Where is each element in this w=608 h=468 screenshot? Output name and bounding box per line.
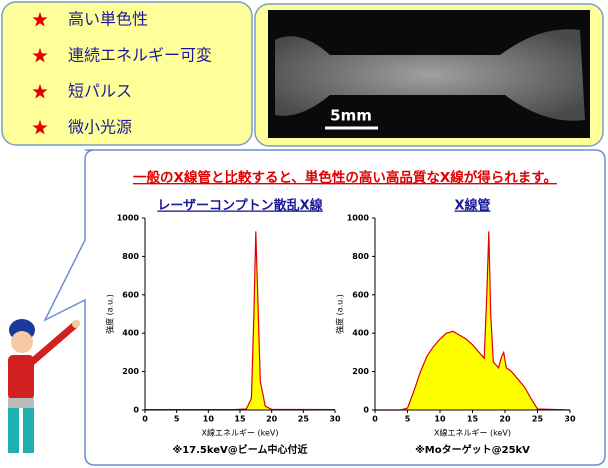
chart-title: レーザーコンプトン散乱X線 [157, 198, 323, 214]
y-tick-label: 0 [133, 406, 139, 415]
x-tick-label: 5 [174, 415, 180, 424]
x-tick-label: 10 [203, 415, 215, 424]
x-tick-label: 15 [234, 415, 246, 424]
y-tick-label: 600 [122, 290, 139, 299]
y-axis-label: 強度 (a.u.) [105, 294, 115, 334]
headline: 一般のX線管と比較すると、単色性の高い高品質なX線が得られます。 [133, 169, 557, 186]
scale-label: 5mm [330, 107, 372, 125]
y-tick-label: 600 [352, 290, 369, 299]
y-tick-label: 800 [352, 252, 369, 261]
x-tick-label: 30 [564, 415, 576, 424]
x-tick-label: 15 [467, 415, 479, 424]
speech-bubble [45, 150, 605, 465]
y-tick-label: 800 [122, 252, 139, 261]
y-tick-label: 400 [352, 329, 369, 338]
x-tick-label: 20 [499, 415, 511, 424]
x-tick-label: 30 [329, 415, 341, 424]
y-tick-label: 0 [363, 406, 369, 415]
bullet-text: 高い単色性 [68, 10, 148, 29]
y-tick-label: 200 [352, 367, 369, 376]
x-tick-label: 10 [434, 415, 446, 424]
y-tick-label: 400 [122, 329, 139, 338]
y-tick-label: 1000 [117, 214, 140, 223]
x-axis-label: X線エネルギー (keV) [434, 428, 511, 438]
slide: 5mm 一般のX線管と比較すると、単色性の高い高品質なX線が得られます。 高い単… [0, 0, 608, 468]
y-axis-label: 強度 (a.u.) [335, 294, 345, 334]
x-tick-label: 0 [372, 415, 378, 424]
x-axis-label: X線エネルギー (keV) [201, 428, 278, 438]
y-tick-label: 200 [122, 367, 139, 376]
bullet-text: 連続エネルギー可変 [68, 46, 212, 65]
x-tick-label: 20 [266, 415, 278, 424]
x-tick-label: 25 [532, 415, 544, 424]
x-tick-label: 0 [142, 415, 148, 424]
bullet-text: 微小光源 [68, 118, 132, 137]
chart-note: ※Moターゲット@25kV [415, 443, 530, 456]
y-tick-label: 1000 [347, 214, 370, 223]
x-tick-label: 5 [405, 415, 411, 424]
chart-note: ※17.5keV@ビーム中心付近 [173, 443, 308, 456]
bullet-text: 短パルス [68, 82, 132, 101]
chart-title: X線管 [454, 198, 490, 214]
x-tick-label: 25 [298, 415, 310, 424]
